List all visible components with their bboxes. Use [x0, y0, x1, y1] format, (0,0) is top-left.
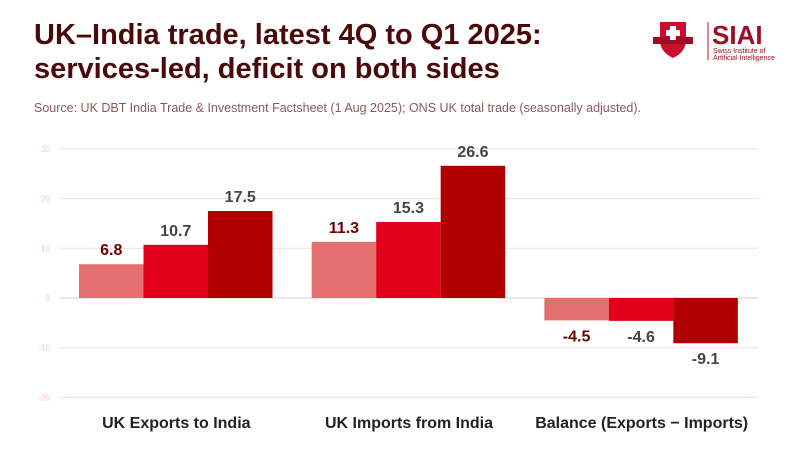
y-tick-label: -10	[38, 344, 50, 353]
shield-logo-icon: SIAI Swiss Institute of Artificial Intel…	[653, 20, 775, 62]
bar	[376, 221, 441, 298]
x-category-label: UK Exports to India	[102, 415, 251, 432]
title-line-1: UK–India trade, latest 4Q to Q1 2025:	[34, 19, 542, 51]
y-tick-label: 20	[41, 195, 50, 204]
data-label: -4.6	[627, 329, 655, 346]
y-tick-label: 10	[41, 244, 50, 253]
y-tick-label: 30	[41, 145, 50, 154]
data-label: -4.5	[563, 328, 591, 345]
siai-logo: SIAI Swiss Institute of Artificial Intel…	[648, 18, 798, 63]
logo-tagline-1: Swiss Institute of	[713, 48, 766, 55]
y-tick-label: -20	[38, 393, 50, 402]
bar	[440, 165, 506, 298]
bar	[544, 298, 609, 321]
data-label: 26.6	[457, 144, 488, 161]
logo-name: SIAI	[712, 20, 763, 50]
y-tick-label: 0	[46, 294, 51, 303]
data-label: 10.7	[160, 223, 191, 240]
x-category-label: UK Imports from India	[325, 415, 493, 432]
logo-tagline-2: Artificial Intelligence	[713, 55, 775, 62]
x-category-label: Balance (Exports − Imports)	[535, 415, 748, 432]
data-label: 17.5	[225, 189, 256, 206]
bar	[79, 264, 144, 298]
data-label: 6.8	[100, 242, 122, 259]
chart-title: UK–India trade, latest 4Q to Q1 2025: se…	[34, 18, 542, 86]
data-label: 15.3	[393, 200, 424, 217]
bar	[311, 241, 377, 298]
title-line-2: services-led, deficit on both sides	[34, 53, 500, 85]
bar	[608, 298, 674, 321]
data-label: 11.3	[329, 220, 359, 237]
chart-subtitle: Source: UK DBT India Trade & Investment …	[34, 101, 642, 115]
data-label: -9.1	[692, 351, 720, 368]
bar	[208, 211, 273, 298]
bar	[673, 298, 738, 344]
bar	[143, 244, 208, 298]
